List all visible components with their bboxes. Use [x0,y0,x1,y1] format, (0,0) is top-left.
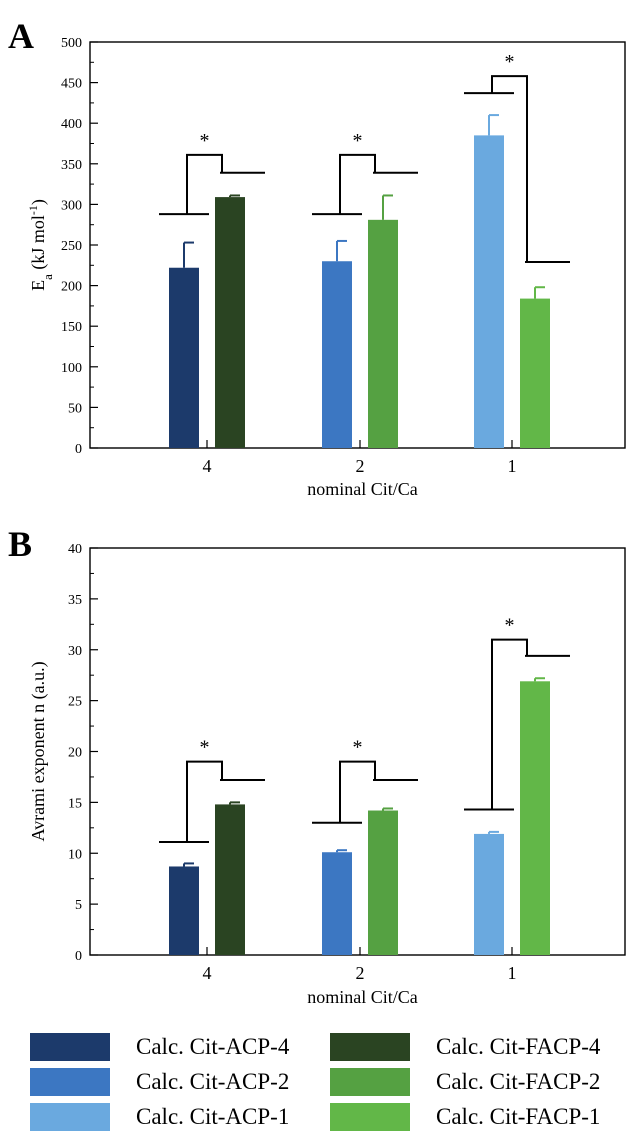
y-tick-label: 400 [61,117,82,132]
significance-star: * [505,51,515,73]
significance-bracket [186,760,223,843]
x-tick-label: 1 [508,963,517,983]
bar [474,833,504,955]
y-tick-label: 350 [61,158,82,173]
y-tick-label: 50 [68,401,82,416]
legend-item-facp-4: Calc. Cit-FACP-4 [330,1032,600,1062]
significance-star: * [200,130,210,152]
y-tick-label: 250 [61,239,82,254]
y-tick-label: 40 [68,542,82,557]
bar [520,681,550,955]
bar [520,298,550,448]
x-axis-label: nominal Cit/Ca [307,987,418,1007]
significance-bracket [339,153,376,215]
panel-letter: B [8,524,32,564]
panel-b: 0 5 10 15 20 25 30 35 40 B Avrami exponent n (a.u.… [8,524,626,1007]
y-tick-label: 100 [61,361,82,376]
y-tick-label: 20 [68,746,82,761]
bar [322,852,352,955]
legend-item-acp-1: Calc. Cit-ACP-1 [30,1102,289,1132]
y-tick-label: 15 [68,796,82,811]
legend-label: Calc. Cit-ACP-1 [136,1104,290,1129]
significance-bracket [186,153,223,215]
bar [322,261,352,448]
legend-label: Calc. Cit-FACP-4 [436,1034,601,1059]
bar [474,135,504,448]
legend-label: Calc. Cit-FACP-2 [436,1069,601,1094]
legend-label: Calc. Cit-ACP-2 [136,1069,290,1094]
bar [215,197,245,448]
legend-swatch [30,1068,110,1096]
y-tick-label: 25 [68,695,82,710]
y-tick-label: 0 [75,949,82,964]
legend-swatch [330,1033,410,1061]
legend-label: Calc. Cit-ACP-4 [136,1034,290,1059]
x-tick-label: 4 [203,456,212,476]
y-tick-label: 150 [61,320,82,335]
legend-label: Calc. Cit-FACP-1 [436,1104,601,1129]
y-tick-label: 30 [68,644,82,659]
significance-star: * [505,615,515,637]
bar [215,804,245,955]
significance-bracket [339,760,376,823]
legend-item-acp-2: Calc. Cit-ACP-2 [30,1067,289,1097]
legend-item-facp-1: Calc. Cit-FACP-1 [330,1102,600,1132]
y-axis-label: Ea (kJ mol-1) [26,199,55,291]
panel-letter: A [8,16,34,56]
significance-bracket [491,75,528,263]
x-tick-label: 1 [508,456,517,476]
y-axis-label: Avrami exponent n (a.u.) [28,661,49,841]
x-tick-label: 4 [203,963,212,983]
legend-item-acp-4: Calc. Cit-ACP-4 [30,1032,289,1062]
legend-item-facp-2: Calc. Cit-FACP-2 [330,1067,600,1097]
legend-swatch [30,1103,110,1131]
y-tick-label: 35 [68,593,82,608]
y-tick-label: 200 [61,280,82,295]
legend-swatch [30,1033,110,1061]
x-tick-label: 2 [356,963,365,983]
bar [169,267,199,448]
y-tick-label: 0 [75,442,82,457]
bar [368,810,398,955]
significance-bracket [491,638,528,810]
y-tick-label: 500 [61,36,82,51]
x-axis-label: nominal Cit/Ca [307,479,418,499]
panel-a: 0 50 100 150 200 250 300 350 400 450 500 A Ea (kJ mo… [8,16,626,499]
bar [169,866,199,955]
y-tick-label: 5 [75,898,82,913]
y-tick-label: 10 [68,847,82,862]
legend-swatch [330,1103,410,1131]
significance-star: * [353,737,363,759]
legend-swatch [330,1068,410,1096]
y-tick-label: 300 [61,198,82,213]
significance-star: * [353,130,363,152]
x-tick-label: 2 [356,456,365,476]
legend: Calc. Cit-ACP-4 Calc. Cit-FACP-4 Calc. C… [30,1030,630,1136]
bar [368,219,398,448]
significance-star: * [200,737,210,759]
y-tick-label: 450 [61,77,82,92]
